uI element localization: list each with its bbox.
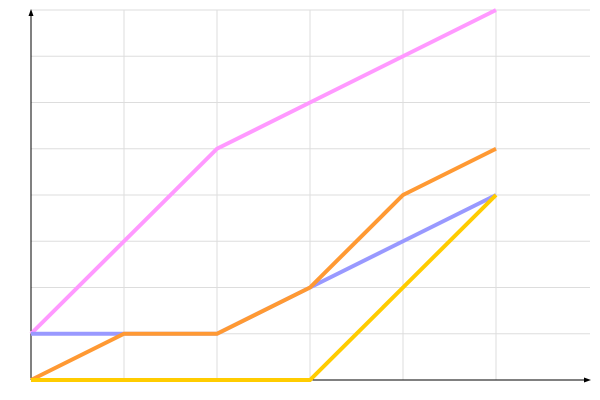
series-line-1 <box>29 8 497 336</box>
series-line-4 <box>31 193 498 382</box>
x-axis-arrow <box>584 377 591 383</box>
series-line-3 <box>30 146 497 382</box>
y-axis-arrow <box>28 9 34 16</box>
